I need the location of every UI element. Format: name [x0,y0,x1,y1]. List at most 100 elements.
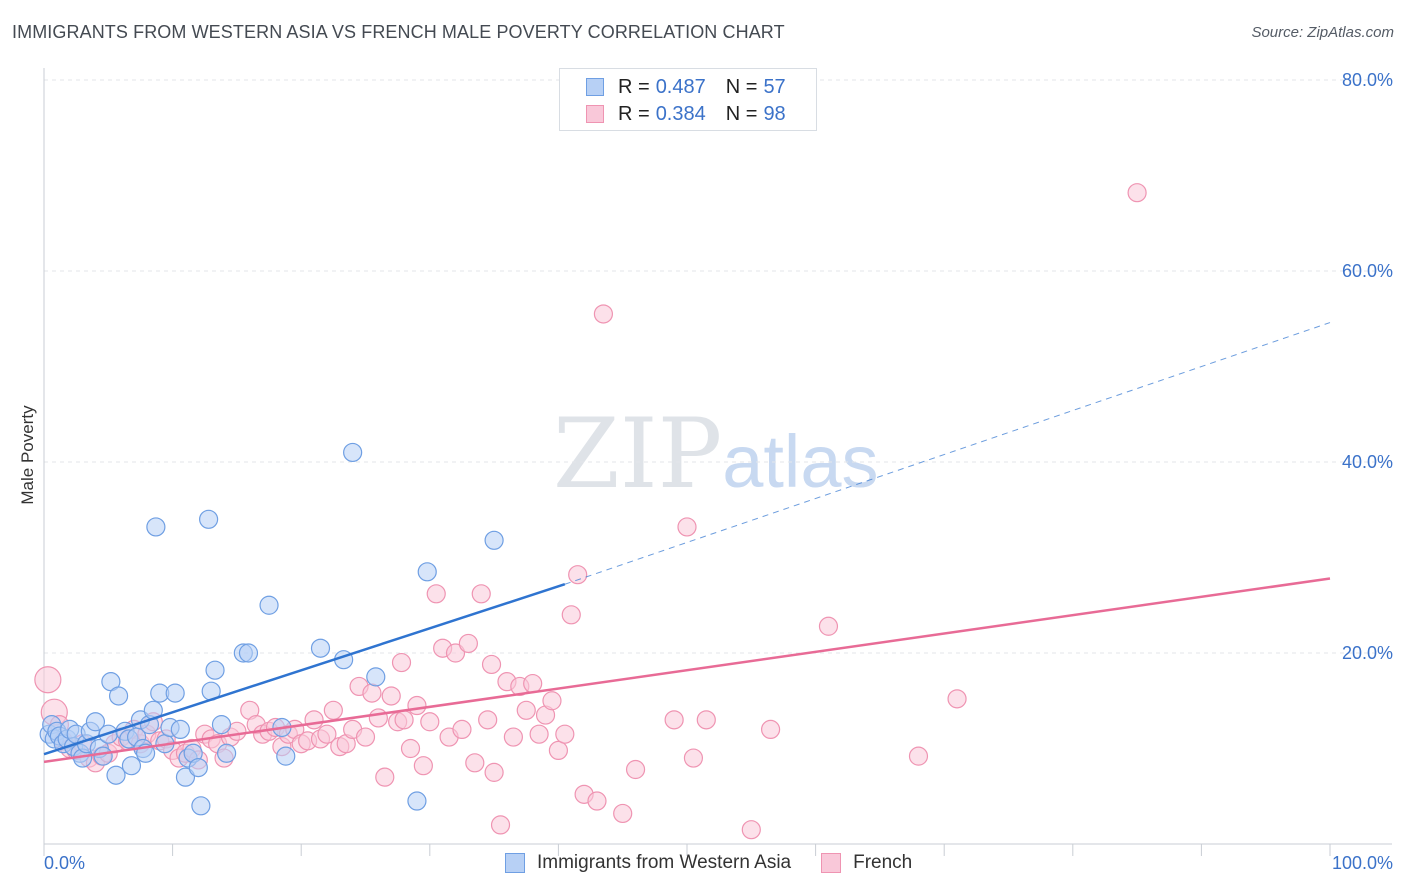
legend-n-label: N = [725,102,758,125]
point-western-asia [106,765,126,785]
bottom-legend-label: Immigrants from Western Asia [537,852,792,873]
point-french [490,815,511,835]
point-western-asia [165,683,185,703]
point-french [445,643,466,663]
point-french [947,689,967,709]
x-tick-label: 0.0% [44,853,85,873]
point-french [516,700,536,720]
point-western-asia [191,796,211,816]
bottom-legend-western-asia: Immigrants from Western Asia [505,852,791,874]
point-french [760,719,781,740]
y-tick-label: 20.0% [1342,643,1393,663]
point-french [420,712,440,732]
point-western-asia [199,509,219,529]
point-western-asia [238,643,259,663]
point-french [381,686,401,706]
point-french [400,738,421,759]
point-french [413,756,433,776]
point-french [407,695,427,716]
bottom-legend-swatch-blue [505,853,525,873]
bottom-legend: Immigrants from Western Asia French [505,852,942,874]
point-french [355,727,376,747]
point-french [394,710,414,730]
point-french [908,746,929,766]
legend-n-label: N = [725,75,758,98]
point-french [587,791,607,811]
point-french [465,753,485,773]
point-french [34,666,62,694]
point-french [452,719,472,740]
legend: R = 0.487 N = 57 R = 0.384 N = 98 [559,68,817,131]
x-tick-label: 100.0% [1332,853,1393,873]
point-western-asia [85,712,106,732]
bottom-legend-label: French [853,852,913,873]
point-french [613,803,633,824]
point-western-asia [417,562,437,582]
point-french [484,762,504,782]
chart-title: IMMIGRANTS FROM WESTERN ASIA VS FRENCH M… [12,22,785,42]
legend-r-value: 0.384 [655,102,706,125]
point-western-asia [407,791,427,811]
trendline-western-asia [43,583,566,756]
point-french [561,605,581,625]
point-french [304,710,324,730]
point-french [568,565,588,585]
point-french [523,673,543,694]
point-western-asia [310,638,331,658]
point-western-asia [276,746,296,766]
point-french [555,724,575,744]
trendline-french [43,577,1331,764]
point-western-asia [108,686,129,706]
point-french [481,654,502,675]
point-french [323,700,343,720]
point-french [625,759,646,780]
point-french [542,691,562,711]
point-french [368,708,388,728]
point-french [503,727,523,747]
watermark-zip: ZIP [553,398,723,510]
point-western-asia [205,660,225,680]
legend-row-western-asia: R = 0.487 N = 57 [586,75,786,99]
point-french [741,820,761,840]
point-french [362,683,382,703]
point-french [391,652,412,673]
point-french [677,517,697,537]
y-tick-label: 60.0% [1342,261,1393,281]
point-western-asia [217,743,237,763]
point-french [593,304,614,324]
legend-n-value: 57 [763,75,786,98]
point-french [471,584,491,604]
legend-swatch-pink [586,105,604,123]
point-french [1127,183,1147,203]
bottom-legend-swatch-pink [821,853,842,873]
point-western-asia [175,767,196,787]
legend-r-label: R = [618,102,650,125]
legend-r-label: R = [618,75,650,98]
point-french [818,616,839,636]
point-western-asia [211,715,232,735]
legend-row-french: R = 0.384 N = 98 [586,102,786,126]
source-label: Source: ZipAtlas.com [1251,24,1394,41]
point-french [548,740,569,761]
point-western-asia [366,667,386,687]
point-western-asia [170,719,190,740]
point-french [458,633,478,654]
legend-swatch-blue [586,78,604,96]
point-french [664,710,684,730]
y-tick-label: 80.0% [1342,70,1393,90]
point-western-asia [484,530,504,550]
point-western-asia [343,442,363,463]
legend-n-value: 98 [763,102,786,125]
point-french [426,584,446,604]
y-tick-label: 40.0% [1342,452,1393,472]
point-french [317,724,337,744]
legend-r-value: 0.487 [655,75,706,98]
point-french [683,748,704,768]
point-french [529,724,549,744]
bottom-legend-french: French [821,852,912,874]
y-axis-label: Male Poverty [18,405,37,505]
point-french [375,767,395,787]
point-french [696,710,716,730]
point-western-asia [93,746,113,766]
